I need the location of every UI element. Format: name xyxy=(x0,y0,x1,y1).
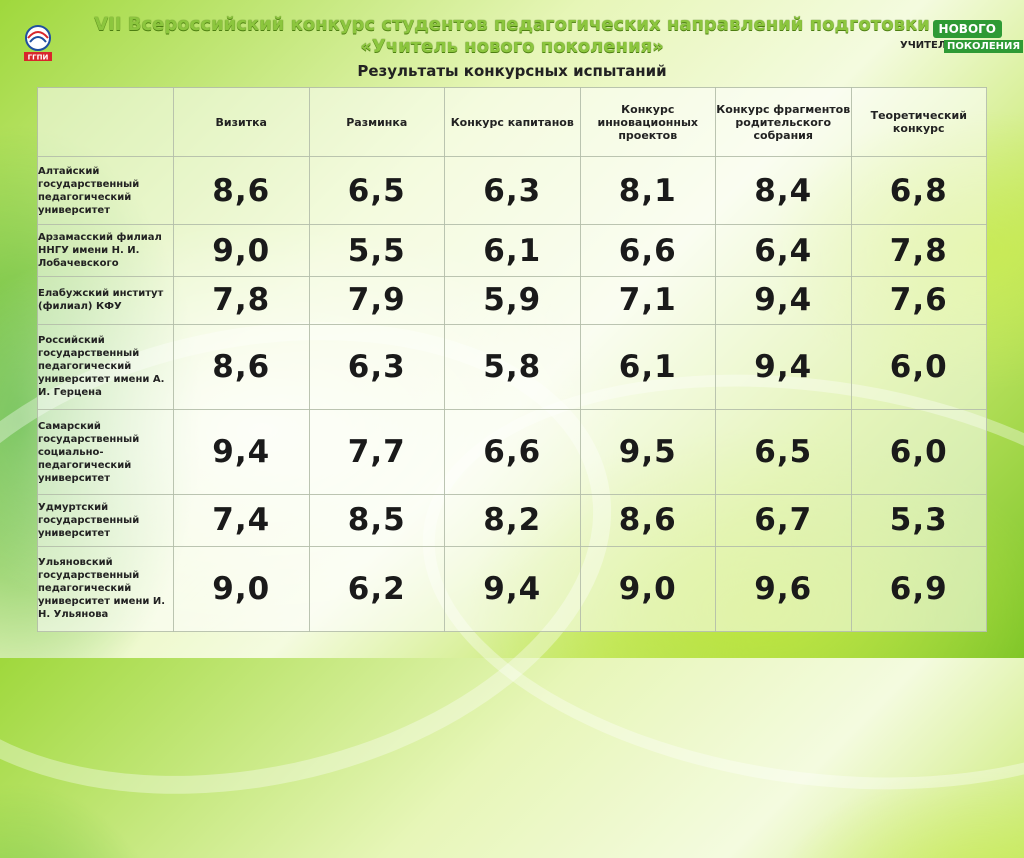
university-name: Арзамасский филиал ННГУ имени Н. И. Лоба… xyxy=(37,224,174,278)
table-row: Самарский государственный социально-педа… xyxy=(37,408,987,496)
score-cell: 7,4 xyxy=(173,494,310,547)
score-cell: 7,1 xyxy=(579,276,716,325)
score-cell: 6,0 xyxy=(850,408,987,496)
score-cell: 5,8 xyxy=(444,323,581,410)
score-cell: 9,4 xyxy=(715,276,852,325)
logo-right-line1: НОВОГО xyxy=(932,20,1002,38)
university-name: Самарский государственный социально-педа… xyxy=(37,408,174,496)
page-subtitle: Результаты конкурсных испытаний xyxy=(357,62,667,80)
score-cell: 8,4 xyxy=(715,155,852,226)
score-cell: 6,3 xyxy=(308,323,445,410)
logo-right-line2: УЧИТЕЛЬ xyxy=(900,40,954,51)
table-row: Российский государственный педагогически… xyxy=(37,323,987,410)
score-cell: 9,0 xyxy=(173,545,310,633)
score-cell: 7,8 xyxy=(850,224,987,278)
column-header: Конкурс инновационных проектов xyxy=(579,87,716,157)
column-header: Конкурс фрагментов родительского собрани… xyxy=(715,87,852,157)
score-cell: 5,5 xyxy=(308,224,445,278)
university-name: Российский государственный педагогически… xyxy=(37,323,174,410)
university-name: Алтайский государственный педагогический… xyxy=(37,155,174,226)
score-cell: 6,1 xyxy=(444,224,581,278)
score-cell: 8,6 xyxy=(173,155,310,226)
table-row: Алтайский государственный педагогический… xyxy=(37,155,987,226)
column-header: Теоретический конкурс xyxy=(850,87,987,157)
score-cell: 7,6 xyxy=(850,276,987,325)
score-cell: 8,6 xyxy=(173,323,310,410)
institute-logo: ГГПИ xyxy=(24,25,52,62)
score-cell: 6,2 xyxy=(308,545,445,633)
logo-left-text: ГГПИ xyxy=(28,54,49,62)
score-cell: 7,8 xyxy=(173,276,310,325)
table-row: Арзамасский филиал ННГУ имени Н. И. Лоба… xyxy=(37,224,987,278)
score-cell: 9,0 xyxy=(579,545,716,633)
score-cell: 6,3 xyxy=(444,155,581,226)
score-cell: 8,1 xyxy=(579,155,716,226)
table-row: Ульяновский государственный педагогическ… xyxy=(37,545,987,633)
table-row: Удмуртский государственный университет 7,… xyxy=(37,494,987,547)
score-cell: 9,4 xyxy=(173,408,310,496)
table-row: Елабужский институт (филиал) КФУ 7,8 7,9 5,… xyxy=(37,276,987,325)
score-cell: 6,9 xyxy=(850,545,987,633)
logo-right-line3: ПОКОЛЕНИЯ xyxy=(944,40,1024,53)
column-header: Разминка xyxy=(308,87,445,157)
score-cell: 5,3 xyxy=(850,494,987,547)
results-table: Визитка Разминка Конкурс капитанов Конку… xyxy=(37,87,987,633)
score-cell: 6,1 xyxy=(579,323,716,410)
university-name: Удмуртский государственный университет xyxy=(37,494,174,547)
score-cell: 9,4 xyxy=(444,545,581,633)
title-line-1: VII Всероссийский конкурс студентов педа… xyxy=(94,14,930,35)
score-cell: 6,8 xyxy=(850,155,987,226)
score-cell: 5,9 xyxy=(444,276,581,325)
university-name: Елабужский институт (филиал) КФУ xyxy=(37,276,174,325)
score-cell: 9,4 xyxy=(715,323,852,410)
university-name: Ульяновский государственный педагогическ… xyxy=(37,545,174,633)
score-cell: 9,6 xyxy=(715,545,852,633)
column-header: Конкурс капитанов xyxy=(444,87,581,157)
score-cell: 8,2 xyxy=(444,494,581,547)
contest-logo: НОВОГО УЧИТЕЛЬ ПОКОЛЕНИЯ xyxy=(900,20,1024,64)
score-cell: 6,0 xyxy=(850,323,987,410)
score-cell: 6,7 xyxy=(715,494,852,547)
table-header-row: Визитка Разминка Конкурс капитанов Конку… xyxy=(37,87,987,157)
header-empty-cell xyxy=(37,87,174,157)
score-cell: 6,5 xyxy=(308,155,445,226)
score-cell: 9,5 xyxy=(579,408,716,496)
score-cell: 6,6 xyxy=(579,224,716,278)
score-cell: 8,6 xyxy=(579,494,716,547)
score-cell: 9,0 xyxy=(173,224,310,278)
score-cell: 6,5 xyxy=(715,408,852,496)
header: ГГПИ VII Всероссийский конкурс студентов… xyxy=(0,0,1024,90)
score-cell: 6,6 xyxy=(444,408,581,496)
score-cell: 6,4 xyxy=(715,224,852,278)
score-cell: 7,7 xyxy=(308,408,445,496)
column-header: Визитка xyxy=(173,87,310,157)
score-cell: 8,5 xyxy=(308,494,445,547)
title-line-2: «Учитель нового поколения» xyxy=(360,36,664,57)
score-cell: 7,9 xyxy=(308,276,445,325)
